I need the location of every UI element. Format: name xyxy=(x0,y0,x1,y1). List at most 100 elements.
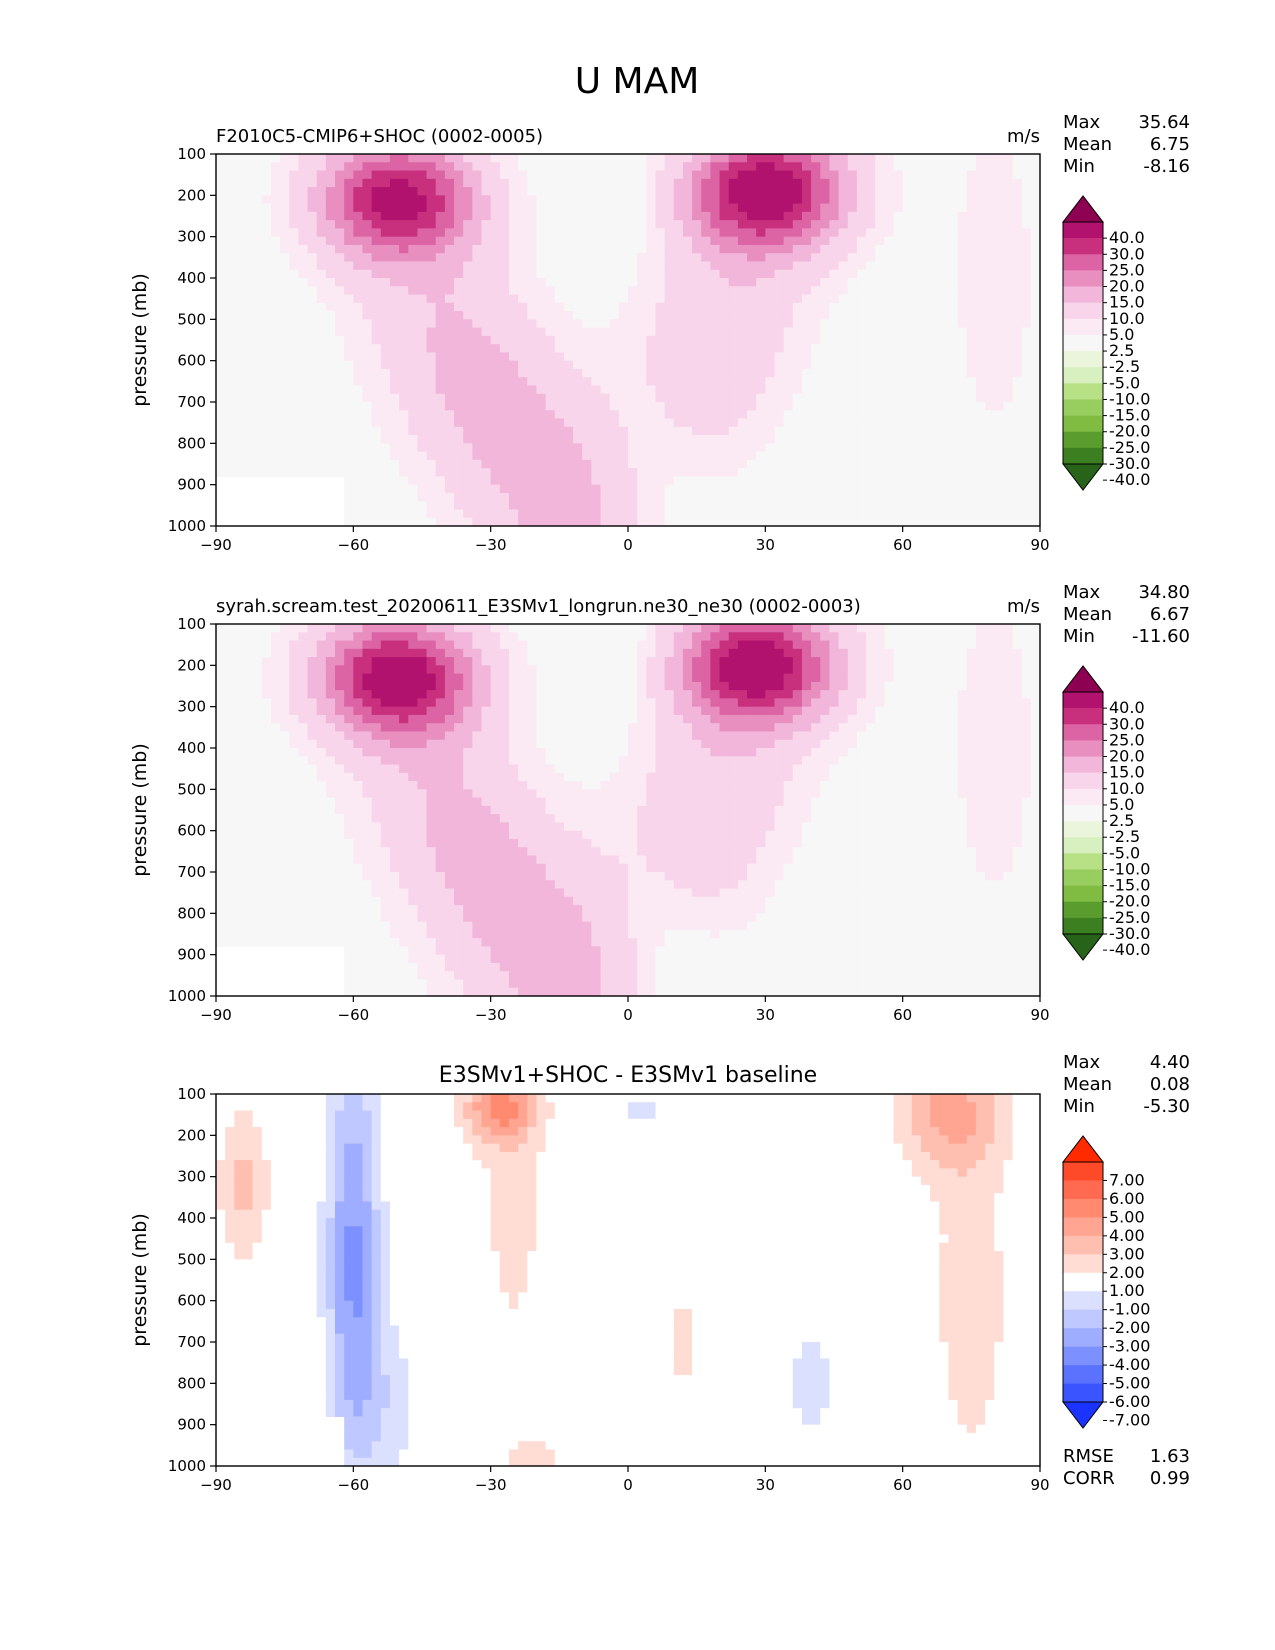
contour-cell xyxy=(280,681,290,691)
contour-cell xyxy=(216,830,226,840)
contour-cell xyxy=(536,418,547,428)
contour-cell xyxy=(618,501,629,511)
contour-cell xyxy=(335,764,345,774)
contour-cell xyxy=(389,286,400,296)
contour-cell xyxy=(344,368,354,378)
contour-cell xyxy=(609,203,620,213)
contour-cell xyxy=(728,517,739,527)
contour-cell xyxy=(811,187,821,196)
contour-cell xyxy=(948,236,959,246)
contour-cell xyxy=(216,739,226,749)
contour-cell xyxy=(801,426,812,436)
contour-cell xyxy=(527,492,538,502)
contour-cell xyxy=(628,220,638,229)
contour-cell xyxy=(902,170,913,180)
contour-cell xyxy=(893,311,904,320)
contour-cell xyxy=(216,468,226,477)
contour-cell xyxy=(362,838,373,848)
contour-cell xyxy=(335,690,345,699)
contour-cell xyxy=(774,319,785,329)
contour-cell xyxy=(692,393,702,403)
contour-cell xyxy=(298,880,309,890)
contour-cell xyxy=(335,797,345,807)
contour-cell xyxy=(454,368,464,378)
contour-cell xyxy=(508,154,519,163)
contour-cell xyxy=(637,418,647,428)
contour-cell xyxy=(545,468,556,477)
contour-cell xyxy=(646,244,657,254)
contour-cell xyxy=(234,838,245,848)
contour-cell xyxy=(243,261,254,271)
contour-cell xyxy=(307,624,318,633)
contour-cell xyxy=(298,665,309,675)
contour-cell xyxy=(701,170,711,180)
contour-cell xyxy=(692,278,702,287)
contour-cell xyxy=(362,648,373,658)
contour-cell xyxy=(765,253,776,263)
contour-cell xyxy=(774,170,785,180)
contour-cell xyxy=(344,377,354,387)
contour-cell xyxy=(765,393,776,403)
contour-cell xyxy=(225,731,235,741)
contour-cell xyxy=(710,311,721,320)
contour-cell xyxy=(289,352,299,362)
contour-cell xyxy=(270,896,281,906)
contour-cell xyxy=(371,648,382,658)
contour-cell xyxy=(801,418,812,428)
contour-cell xyxy=(701,368,711,378)
contour-cell xyxy=(618,302,629,312)
contour-cell xyxy=(280,632,290,642)
contour-cell xyxy=(316,822,327,832)
contour-cell xyxy=(591,352,602,362)
contour-cell xyxy=(655,385,666,395)
contour-cell xyxy=(911,302,922,312)
contour-cell xyxy=(353,228,364,238)
contour-cell xyxy=(527,509,538,519)
contour-cell xyxy=(417,410,428,420)
contour-cell xyxy=(628,517,638,527)
contour-cell xyxy=(454,509,464,519)
contour-cell xyxy=(820,162,831,172)
contour-cell xyxy=(362,896,373,906)
contour-cell xyxy=(499,418,510,428)
contour-cell xyxy=(930,335,940,345)
colorbar-tick-label: -40.0 xyxy=(1109,470,1150,489)
contour-cell xyxy=(225,154,235,163)
contour-cell xyxy=(1012,319,1023,329)
contour-cell xyxy=(628,435,638,444)
contour-cell xyxy=(344,739,354,749)
contour-cell xyxy=(344,352,354,362)
contour-cell xyxy=(920,236,931,246)
contour-cell xyxy=(371,335,382,345)
contour-cell xyxy=(325,170,336,180)
contour-cell xyxy=(1003,484,1014,494)
contour-cell xyxy=(454,319,464,329)
contour-cell xyxy=(1003,451,1014,461)
contour-cell xyxy=(298,838,309,848)
contour-cell xyxy=(408,311,419,320)
colorbar-segment xyxy=(1063,302,1103,320)
contour-cell xyxy=(710,236,721,246)
contour-cell xyxy=(628,253,638,263)
contour-cell xyxy=(792,368,803,378)
contour-cell xyxy=(380,451,391,461)
contour-cell xyxy=(637,253,647,263)
contour-cell xyxy=(756,211,766,221)
contour-cell xyxy=(719,261,730,271)
contour-cell xyxy=(1012,377,1023,387)
contour-cell xyxy=(692,360,702,370)
y-tick-label: 500 xyxy=(177,310,206,328)
contour-cell xyxy=(280,178,290,188)
contour-cell xyxy=(435,402,446,411)
contour-cell xyxy=(380,872,391,881)
contour-cell xyxy=(856,195,867,205)
contour-cell xyxy=(637,286,647,296)
contour-cell xyxy=(765,484,776,494)
contour-cell xyxy=(225,443,235,453)
contour-cell xyxy=(902,327,913,337)
contour-cell xyxy=(371,888,382,898)
contour-cell xyxy=(783,319,794,329)
contour-cell xyxy=(252,418,263,428)
contour-cell xyxy=(463,211,473,221)
contour-cell xyxy=(765,302,776,312)
